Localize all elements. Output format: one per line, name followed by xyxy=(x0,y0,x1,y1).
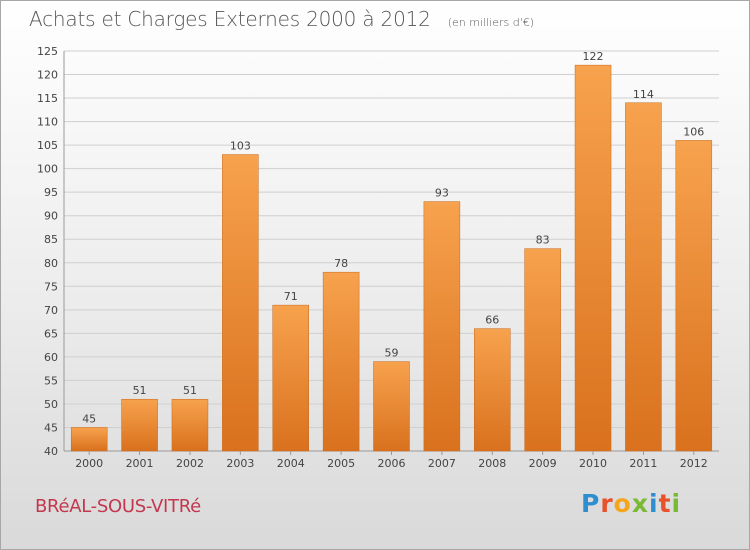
chart-title: Achats et Charges Externes 2000 à 2012 xyxy=(29,7,431,31)
city-name: BRéAL-SOUS-VITRé xyxy=(35,496,201,517)
value-label: 45 xyxy=(82,412,96,425)
bar xyxy=(171,398,209,452)
x-tick-label: 2007 xyxy=(428,457,456,470)
bar xyxy=(574,64,612,452)
y-tick-label: 55 xyxy=(44,374,58,387)
y-tick-label: 105 xyxy=(37,139,58,152)
y-tick-label: 115 xyxy=(37,92,58,105)
value-label: 106 xyxy=(683,125,704,138)
y-tick-label: 40 xyxy=(44,445,58,458)
value-label: 122 xyxy=(583,50,604,63)
value-label: 114 xyxy=(633,88,654,101)
y-tick-label: 125 xyxy=(37,45,58,58)
bar xyxy=(675,140,713,452)
bar xyxy=(222,154,259,452)
bar xyxy=(625,102,662,452)
value-label: 59 xyxy=(385,347,399,360)
bar xyxy=(70,427,108,452)
y-tick-label: 110 xyxy=(37,116,58,129)
x-tick-label: 2009 xyxy=(529,457,557,470)
logo-letter: x xyxy=(631,489,649,518)
value-label: 103 xyxy=(230,140,251,153)
y-tick-label: 70 xyxy=(44,304,58,317)
y-tick-label: 120 xyxy=(37,69,58,82)
x-tick-label: 2001 xyxy=(126,457,154,470)
bar xyxy=(322,271,360,452)
value-label: 51 xyxy=(133,384,147,397)
y-tick-label: 50 xyxy=(44,398,58,411)
y-tick-label: 100 xyxy=(37,163,58,176)
bar xyxy=(474,328,511,452)
x-tick-label: 2011 xyxy=(629,457,657,470)
y-tick-label: 85 xyxy=(44,233,58,246)
chart-title-block: Achats et Charges Externes 2000 à 2012 (… xyxy=(29,7,534,31)
value-label: 93 xyxy=(435,187,449,200)
x-tick-label: 2002 xyxy=(176,457,204,470)
logo-letter: i xyxy=(671,489,682,518)
chart-unit: (en milliers d'€) xyxy=(447,16,535,29)
bars xyxy=(70,64,713,452)
logo-letter: i xyxy=(649,489,659,518)
proxiti-logo: Proxiti xyxy=(581,489,681,518)
bar xyxy=(272,304,309,452)
value-label: 83 xyxy=(536,234,550,247)
logo-letter: P xyxy=(581,489,601,518)
value-labels: 45 51 51 103 71 78 59 93 66 83 122 114 106 xyxy=(82,50,704,425)
bar xyxy=(373,361,410,452)
x-axis-ticks: 2000 2001 2002 2003 2004 2005 2006 2007 2008 2009… xyxy=(75,451,708,470)
logo-letter: r xyxy=(600,489,614,518)
bar xyxy=(121,398,158,452)
x-tick-label: 2003 xyxy=(226,457,254,470)
y-axis-ticks: 40 45 50 55 60 65 70 75 80 85 90 95 100 105 110 115 120 1… xyxy=(37,45,58,458)
logo-letter: o xyxy=(613,489,632,518)
value-label: 78 xyxy=(334,257,348,270)
y-tick-label: 75 xyxy=(44,280,58,293)
y-tick-label: 90 xyxy=(44,210,58,223)
y-tick-label: 60 xyxy=(44,351,58,364)
logo-letter: t xyxy=(658,489,672,518)
bar xyxy=(423,201,461,452)
x-tick-label: 2006 xyxy=(378,457,406,470)
x-tick-label: 2004 xyxy=(277,457,305,470)
y-tick-label: 80 xyxy=(44,257,58,270)
value-label: 71 xyxy=(284,290,298,303)
y-tick-label: 45 xyxy=(44,421,58,434)
y-tick-label: 95 xyxy=(44,186,58,199)
bar xyxy=(524,248,561,452)
x-tick-label: 2000 xyxy=(75,457,103,470)
x-tick-label: 2008 xyxy=(478,457,506,470)
y-tick-label: 65 xyxy=(44,327,58,340)
x-tick-label: 2012 xyxy=(680,457,708,470)
x-tick-label: 2005 xyxy=(327,457,355,470)
x-tick-label: 2010 xyxy=(579,457,607,470)
value-label: 66 xyxy=(485,314,499,327)
value-label: 51 xyxy=(183,384,197,397)
